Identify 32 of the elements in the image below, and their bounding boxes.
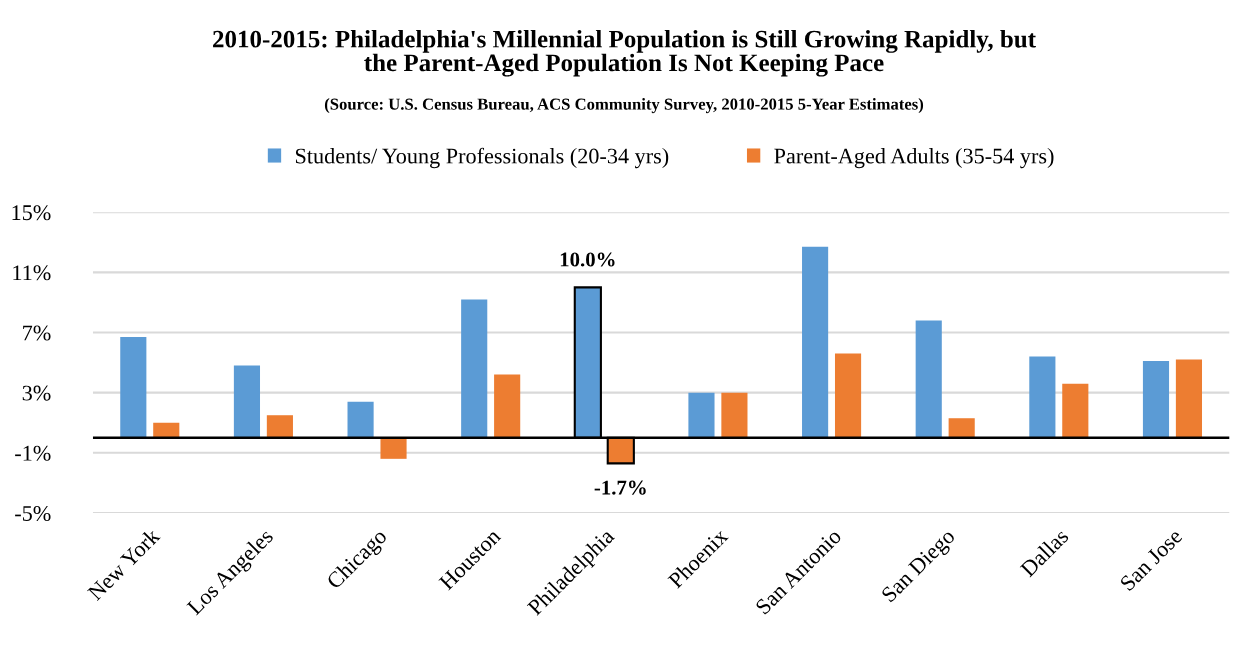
bar	[802, 246, 829, 438]
y-tick-label: 3%	[22, 385, 51, 401]
bar	[1029, 356, 1056, 438]
y-tick-label: 15%	[12, 205, 51, 221]
y-tick-label: -1%	[15, 445, 51, 461]
x-tick-label: New York	[86, 526, 161, 602]
legend-label: Students/ Young Professionals (20-34 yrs)	[295, 147, 669, 169]
bar	[266, 415, 293, 438]
data-label: 10.0%	[560, 252, 615, 267]
bar	[233, 365, 261, 438]
chart-title: 2010-2015: Philadelphia's Millennial Population is Still Growing Rapidly, but the Parent-Aged Population Is Not Keeping Pace	[213, 30, 1036, 77]
bar	[834, 353, 862, 438]
bar	[1062, 383, 1089, 438]
bar	[948, 418, 975, 438]
legend-label: Parent-Aged Adults (35-54 yrs)	[774, 147, 1054, 169]
bar	[494, 374, 521, 438]
bar	[461, 299, 488, 438]
y-tick-label: -5%	[15, 505, 51, 521]
bar	[721, 392, 748, 438]
bar	[1142, 361, 1170, 438]
data-label: -1.7%	[594, 480, 646, 495]
bar	[915, 320, 942, 438]
bar	[347, 401, 374, 438]
bar	[120, 337, 147, 438]
bar	[688, 392, 715, 438]
x-tick-label: San Jose	[1119, 527, 1183, 592]
bar	[153, 422, 180, 438]
bar	[380, 437, 407, 459]
chart-subtitle: (Source: U.S. Census Bureau, ACS Community Survey, 2010-2015 5-Year Estimates)	[324, 98, 924, 114]
y-tick-label: 7%	[23, 325, 51, 341]
bar	[1175, 359, 1203, 438]
y-tick-label: 11%	[13, 265, 51, 281]
